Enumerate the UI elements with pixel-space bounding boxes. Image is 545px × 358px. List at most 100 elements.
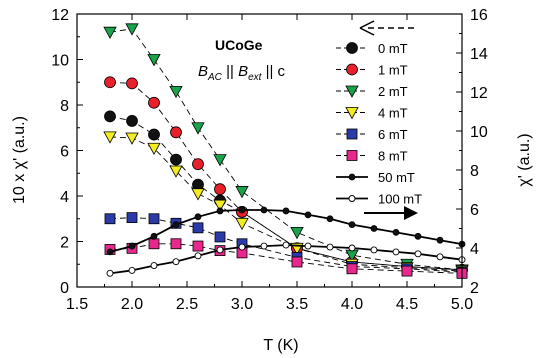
legend-label: 100 mT [378,192,422,207]
y-right-tick-label: 4 [470,241,479,258]
data-point-100-mt [282,241,290,249]
legend-label: 2 mT [378,84,408,99]
series-line-2-mt [109,28,463,271]
data-point-0-mt [170,153,182,166]
legend-marker [346,42,358,54]
annotation-sub2: ext [248,72,263,83]
data-point-100-mt [326,243,334,251]
annotation-tail: || c [261,63,285,80]
legend-item-50-mt: 50 mT [336,170,415,185]
legend-label: 6 mT [378,127,408,142]
legend-marker [345,85,359,98]
direction-arrow-left [359,20,418,36]
x-tick-label: 4.0 [341,296,363,313]
data-point-0-mt [126,115,138,127]
series-2-mt [103,23,469,277]
x-axis-label: T (K) [263,337,298,354]
data-point-50-mt [348,221,356,229]
data-point-8-mt [192,240,204,252]
legend-label: 4 mT [378,106,408,121]
legend-marker [346,150,358,161]
data-point-1-mt [104,76,116,89]
data-point-8-mt [401,265,413,277]
data-point-100-mt [216,246,224,254]
x-tick-label: 4.5 [396,296,418,313]
data-point-50-mt [282,207,290,215]
x-tick-label: 2.0 [121,296,143,313]
data-point-2-mt [235,186,249,199]
data-point-2-mt [147,54,161,67]
y-left-tick-label: 4 [60,189,69,206]
series-50-mt [106,206,466,256]
data-point-50-mt [150,232,158,240]
chart-title: UCoGe [215,37,263,53]
legend-item-0-mt: 0 mT [336,41,408,56]
data-point-0-mt [104,110,116,123]
data-point-2-mt [191,122,205,135]
y-axis-left-label: 10 x χ' (a.u.) [11,116,28,204]
x-tick-label: 1.5 [66,296,88,313]
data-point-50-mt [238,206,246,214]
legend-marker [346,128,358,140]
data-point-2-mt [213,154,227,167]
legend-item-8-mt: 8 mT [336,149,408,164]
annotation-b2: B [238,63,248,80]
data-point-100-mt [150,262,158,269]
data-point-100-mt [392,248,400,256]
data-point-100-mt [304,242,312,250]
direction-arrow-right [364,206,418,220]
data-point-50-mt [216,207,224,215]
y-left-tick-label: 10 [51,53,69,70]
data-point-1-mt [192,158,204,171]
data-point-50-mt [194,213,202,221]
data-point-0-mt [148,128,160,141]
x-tick-label: 3.0 [231,296,253,313]
annotation-b1: B [198,63,208,80]
data-point-50-mt [260,206,268,214]
data-point-50-mt [392,228,400,236]
y-right-tick-label: 6 [470,202,479,219]
legend-item-6-mt: 6 mT [336,127,408,142]
legend-item-1-mt: 1 mT [336,63,408,78]
data-point-6-mt [214,231,226,243]
y-left-tick-label: 0 [60,280,69,297]
data-point-6-mt [126,212,138,224]
x-tick-label: 3.5 [286,296,308,313]
legend-label: 50 mT [378,170,415,185]
y-right-tick-label: 16 [470,7,488,24]
annotation-sep: || [222,63,238,80]
data-point-2-mt [103,26,117,40]
legend-label: 8 mT [378,149,408,164]
data-point-50-mt [414,232,422,240]
data-point-1-mt [148,96,160,109]
data-point-100-mt [106,269,114,277]
data-point-4-mt [235,217,249,231]
annotation-sub1: AC [207,72,223,83]
y-right-tick-label: 10 [470,124,488,141]
data-point-50-mt [326,215,334,223]
data-point-4-mt [147,142,161,156]
data-point-2-mt [169,85,183,99]
y-right-tick-label: 8 [470,163,479,180]
legend: 0 mT 1 mT 2 mT 4 mT 6 mT 8 mT 50 mT 100 mT [336,41,422,207]
legend-item-4-mt: 4 mT [336,106,408,121]
series-100-mt [106,241,466,277]
field-annotation: BAC || Bext || c [198,63,286,83]
legend-marker [345,107,359,120]
data-point-1-mt [214,183,226,196]
y-axis-right-label: χ' (a.u.) [516,133,533,186]
data-point-8-mt [291,256,303,268]
data-point-100-mt [370,246,378,254]
data-point-50-mt [304,211,312,219]
legend-marker [348,173,356,181]
data-point-4-mt [213,199,227,212]
data-point-2-mt [290,226,304,240]
data-point-8-mt [170,238,182,250]
data-point-50-mt [128,242,136,250]
data-point-4-mt [191,188,205,201]
data-point-100-mt [172,258,180,266]
data-point-4-mt [125,132,139,145]
data-point-100-mt [238,243,246,251]
data-point-8-mt [148,238,160,250]
legend-item-2-mt: 2 mT [336,84,408,99]
